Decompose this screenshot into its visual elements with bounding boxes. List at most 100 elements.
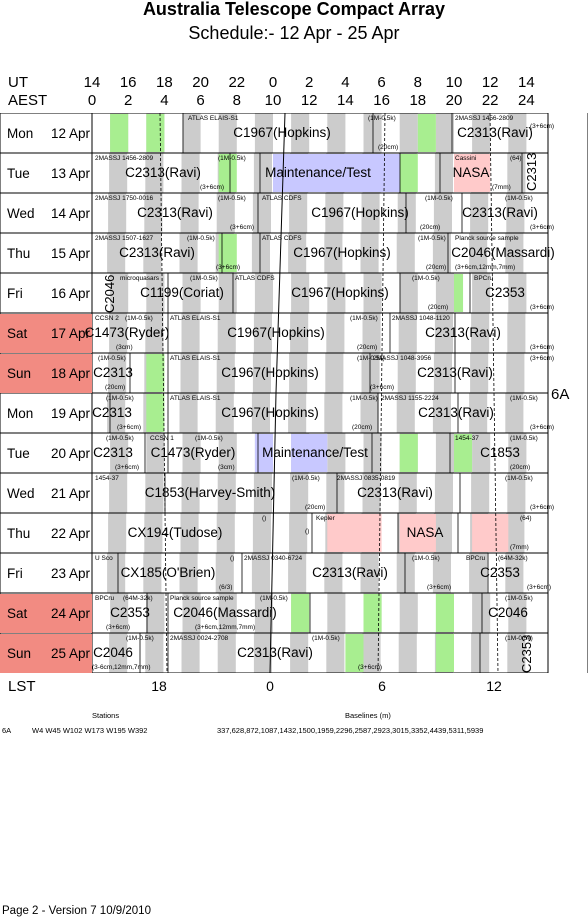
aest-axis-label: AEST: [8, 92, 48, 109]
observation-detail: (): [305, 528, 310, 535]
hour-stripe: [143, 233, 162, 273]
hour-stripe: [180, 193, 199, 233]
aest-tick: 6: [196, 92, 205, 109]
observation-detail: (1M-0.5k): [190, 275, 218, 282]
observation-detail: (1M-0.5k): [218, 195, 246, 202]
observation-label: C2313(Ravi): [137, 205, 213, 220]
hour-stripe: [252, 193, 271, 233]
observation-detail: (64M-32k): [123, 595, 153, 602]
hour-stripe: [110, 433, 129, 473]
date: 21 Apr: [51, 486, 91, 501]
hour-stripe: [288, 393, 307, 433]
observation-detail: ATLAS ELAIS-S1: [188, 115, 239, 122]
date: 24 Apr: [51, 606, 91, 621]
hour-stripe: [396, 393, 415, 433]
hour-stripe: [433, 353, 452, 393]
coverage-block: [218, 234, 237, 272]
date: 25 Apr: [51, 646, 91, 661]
hour-stripe: [109, 313, 128, 353]
observation-label: C1967(Hopkins): [227, 325, 325, 340]
observation-detail: (1M-0.5k): [187, 235, 215, 242]
coverage-block: [110, 114, 129, 152]
day-label: Sat 24 Apr: [0, 594, 92, 633]
aest-tick: 10: [264, 92, 282, 109]
hour-stripe: [217, 633, 236, 673]
observation-detail: 2MASSJ 0024-2708: [170, 635, 229, 642]
observation-label: CX185(O'Brien): [120, 565, 216, 580]
hour-stripe: [360, 553, 379, 593]
ut-tick: 8: [413, 74, 422, 91]
observation-detail: (1M-0.5k): [350, 315, 378, 322]
ut-tick: 10: [445, 74, 463, 91]
hour-stripe: [469, 233, 488, 273]
hour-stripe: [472, 593, 491, 633]
hour-stripe: [252, 513, 271, 553]
ut-tick: 18: [156, 74, 173, 91]
aest-tick: 14: [337, 92, 354, 109]
hour-stripe: [144, 513, 163, 553]
observation-label: C2046: [93, 645, 133, 660]
aest-tick: 2: [124, 92, 133, 109]
hour-stripe: [433, 193, 452, 233]
hour-stripe: [289, 193, 308, 233]
hour-stripe: [107, 553, 126, 593]
weekday: Sat: [7, 606, 28, 621]
observation-detail: (3+6cm): [117, 424, 142, 431]
hour-stripe: [399, 113, 418, 153]
observation-label: C2313(Ravi): [125, 165, 201, 180]
hour-stripe: [363, 433, 382, 473]
hour-stripe: [253, 313, 272, 353]
rotated-observation-label: C2313: [524, 152, 539, 191]
observation-detail: (3+6cm): [530, 424, 555, 431]
day-label: Fri 23 Apr: [0, 554, 92, 593]
aest-tick: 24: [518, 92, 535, 109]
observation-detail: ATLAS ELAIS-S1: [170, 315, 221, 322]
lst-18-line: [159, 113, 168, 673]
observation-detail: 1454-37: [455, 435, 479, 442]
hour-stripe: [109, 153, 128, 193]
observation-label: C1473(Ryder): [150, 445, 236, 460]
hour-stripe: [508, 113, 527, 153]
hour-stripe: [434, 313, 453, 353]
coverage-block: [345, 634, 364, 672]
hour-stripe: [505, 393, 524, 433]
observation-label: C1473(Ryder): [84, 325, 170, 340]
hour-stripe: [290, 633, 309, 673]
ut-tick: 14: [83, 74, 101, 91]
observation-detail: 2MASSJ 1456-2809: [455, 115, 514, 122]
hour-stripe: [327, 113, 346, 153]
observation-label: C1199(Coriat): [140, 285, 224, 300]
hour-stripe: [181, 153, 200, 193]
hour-stripe: [254, 273, 273, 313]
observation-detail: (1M-0.5k): [412, 275, 440, 282]
ut-tick: 22: [228, 74, 246, 91]
hour-stripe: [472, 113, 491, 153]
observation-detail: (1M-0.5k): [350, 395, 378, 402]
aest-tick: 0: [87, 92, 97, 109]
hour-stripe: [182, 433, 201, 473]
hour-stripe: [508, 273, 527, 313]
hour-stripe: [217, 313, 236, 353]
hour-stripe: [327, 593, 346, 633]
hour-stripe: [397, 353, 416, 393]
hour-stripe: [216, 353, 235, 393]
observation-label: C2313: [93, 445, 133, 460]
lst-6-line: [377, 113, 386, 673]
hour-stripe: [254, 593, 273, 633]
observation-detail: (3+6cm): [530, 344, 555, 351]
observation-detail: (1M-0.5k): [106, 435, 134, 442]
rotated-observation-label: C2046: [102, 274, 117, 313]
observation-detail: microquasars: [120, 275, 160, 282]
coverage-block: [417, 114, 436, 152]
lst-tick: 6: [378, 678, 386, 694]
ut-tick: 12: [481, 74, 499, 91]
observation-label: C2313: [93, 365, 133, 380]
hour-stripe: [398, 473, 417, 513]
hour-stripe: [215, 553, 234, 593]
day-label: Mon 19 Apr: [0, 394, 92, 433]
hour-stripe: [327, 433, 346, 473]
hour-stripe: [507, 633, 526, 673]
hour-stripe: [435, 433, 454, 473]
aest-tick: 20: [445, 92, 463, 109]
observation-detail: BPCru: [474, 275, 494, 282]
